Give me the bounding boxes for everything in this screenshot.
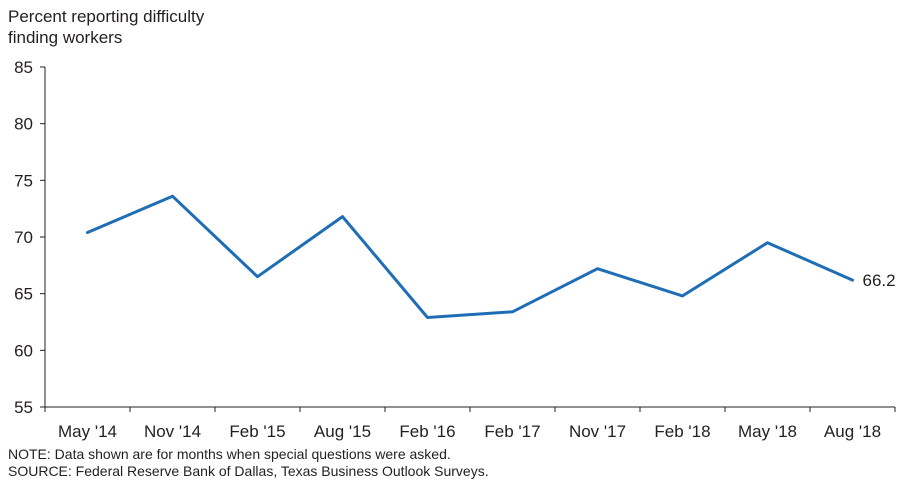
x-tick-label: May '14 xyxy=(58,422,117,441)
y-tick-label: 55 xyxy=(14,398,33,417)
series-line xyxy=(86,194,854,319)
y-axis-title-line-1: Percent reporting difficulty xyxy=(8,7,205,26)
y-axis-title: Percent reporting difficulty finding wor… xyxy=(8,6,204,48)
chart-notes: NOTE: Data shown are for months when spe… xyxy=(8,446,489,480)
x-tick-label: Feb '16 xyxy=(399,422,455,441)
x-tick-label: Aug '15 xyxy=(314,422,371,441)
y-tick-label: 65 xyxy=(14,285,33,304)
y-tick-label: 85 xyxy=(14,58,33,77)
x-tick-label: Nov '14 xyxy=(144,422,201,441)
data-label: 66.2 xyxy=(863,271,896,290)
line-chart: 55 60 65 70 75 80 85 May '14 Nov '14 Feb '15 Aug '… xyxy=(14,58,896,441)
x-tick-label: Feb '17 xyxy=(484,422,540,441)
x-tick-label: Aug '18 xyxy=(824,422,881,441)
x-tick-label: Nov '17 xyxy=(569,422,626,441)
x-tick-label: Feb '15 xyxy=(229,422,285,441)
note-text: NOTE: Data shown are for months when spe… xyxy=(8,446,451,462)
x-tick-label: May '18 xyxy=(738,422,797,441)
y-axis-title-line-2: finding workers xyxy=(8,28,123,47)
y-tick-label: 75 xyxy=(14,171,33,190)
x-tick-label: Feb '18 xyxy=(654,422,710,441)
y-tick-label: 70 xyxy=(14,228,33,247)
source-text: SOURCE: Federal Reserve Bank of Dallas, … xyxy=(8,463,489,479)
y-tick-label: 80 xyxy=(14,115,33,134)
y-tick-label: 60 xyxy=(14,341,33,360)
